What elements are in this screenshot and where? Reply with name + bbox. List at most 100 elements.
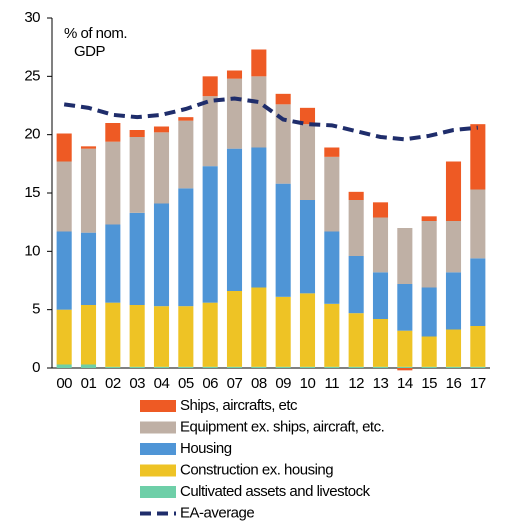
bar-segment (202, 96, 218, 167)
bar-segment (348, 313, 364, 367)
legend-swatch (140, 421, 176, 434)
bar-segment (226, 70, 243, 79)
bar-segment (372, 217, 389, 273)
legend-label: Cultivated assets and livestock (180, 483, 371, 500)
bar-segment (445, 329, 462, 367)
y-tick-label: 15 (24, 184, 40, 201)
bar-segment (202, 302, 218, 367)
bar-segment (56, 309, 72, 365)
bar-segment (105, 302, 121, 367)
bar-segment (202, 76, 218, 97)
x-tick-label: 09 (275, 375, 291, 392)
bar-segment (299, 124, 316, 200)
bar-segment (348, 200, 364, 256)
bar-segment (178, 366, 194, 368)
bar-segment (348, 256, 364, 314)
bar-segment (80, 305, 97, 365)
y-tick-label: 5 (32, 301, 40, 318)
bar-segment (56, 231, 72, 310)
bar-segment (226, 291, 243, 367)
bar-segment (421, 216, 437, 221)
bar-segment (445, 221, 462, 273)
bar-segment (372, 202, 389, 218)
bar-segment (153, 366, 170, 368)
bar-segment (105, 366, 121, 368)
x-tick-label: 15 (421, 375, 437, 392)
bar-segment (56, 161, 72, 232)
bar-segment (251, 366, 267, 368)
bar-segment (299, 293, 316, 367)
bar-segment (153, 306, 170, 367)
legend-label: EA-average (180, 504, 254, 521)
legend-swatch (140, 464, 176, 477)
bar-segment (421, 336, 437, 367)
y-tick-label: 0 (32, 359, 40, 376)
bar-segment (324, 156, 340, 232)
bar-segment (153, 132, 170, 204)
bar-segment (105, 123, 121, 142)
bar-segment (226, 148, 243, 291)
bar-segment (470, 189, 486, 259)
x-tick-label: 00 (56, 375, 72, 392)
x-tick-label: 01 (81, 375, 97, 392)
bar-segment (324, 147, 340, 157)
bar-segment (372, 319, 389, 367)
bar-segment (397, 330, 413, 367)
x-tick-label: 04 (154, 375, 170, 392)
x-tick-label: 03 (129, 375, 145, 392)
bar-segment (348, 366, 364, 368)
y-tick-label: 30 (24, 9, 40, 26)
bar-segment (153, 126, 170, 133)
bar-segment (56, 133, 72, 162)
bar-segment (275, 104, 291, 184)
bar-segment (56, 364, 72, 368)
x-tick-label: 17 (470, 375, 486, 392)
bar-segment (80, 232, 97, 305)
bar-segment (226, 366, 243, 368)
x-tick-label: 13 (373, 375, 389, 392)
bar-segment (299, 200, 316, 294)
x-tick-label: 16 (446, 375, 462, 392)
bar-segment (105, 141, 121, 225)
legend-swatch (140, 443, 176, 455)
bar-segment (275, 296, 291, 367)
bar-segment (397, 368, 413, 371)
x-tick-label: 11 (325, 375, 340, 392)
bar-segment (153, 203, 170, 307)
bar-segment (324, 231, 340, 304)
bar-segment (348, 191, 364, 200)
bar-segment (275, 183, 291, 297)
bar-segment (251, 287, 267, 367)
bar-segment (178, 117, 194, 121)
x-tick-label: 06 (202, 375, 218, 392)
y-tick-label: 25 (24, 67, 40, 84)
bar-segment (275, 366, 291, 368)
bar-segment (470, 326, 486, 367)
legend-label: Housing (180, 440, 232, 457)
bar-segment (129, 212, 145, 305)
y-tick-label: 10 (24, 242, 40, 259)
bar-segment (202, 166, 218, 303)
bar-segment (397, 284, 413, 331)
bar-segment (299, 107, 316, 125)
bar-segment (421, 366, 437, 368)
bar-segment (445, 272, 462, 330)
legend-label: Ships, aircrafts, etc (180, 397, 298, 414)
x-tick-label: 10 (300, 375, 316, 392)
bar-segment (299, 366, 316, 368)
legend-label: Construction ex. housing (180, 461, 333, 478)
bar-segment (470, 366, 486, 368)
bar-segment (202, 366, 218, 368)
bar-segment (445, 161, 462, 221)
bar-segment (421, 221, 437, 288)
bar-segment (80, 364, 97, 368)
bar-segment (421, 287, 437, 337)
bar-segment (470, 258, 486, 326)
bar-segment (324, 366, 340, 368)
bar-segment (178, 120, 194, 189)
line (63, 96, 479, 142)
axis-annotation: % of nom. (64, 25, 127, 42)
bar-segment (324, 303, 340, 367)
bar-segment (251, 147, 267, 288)
